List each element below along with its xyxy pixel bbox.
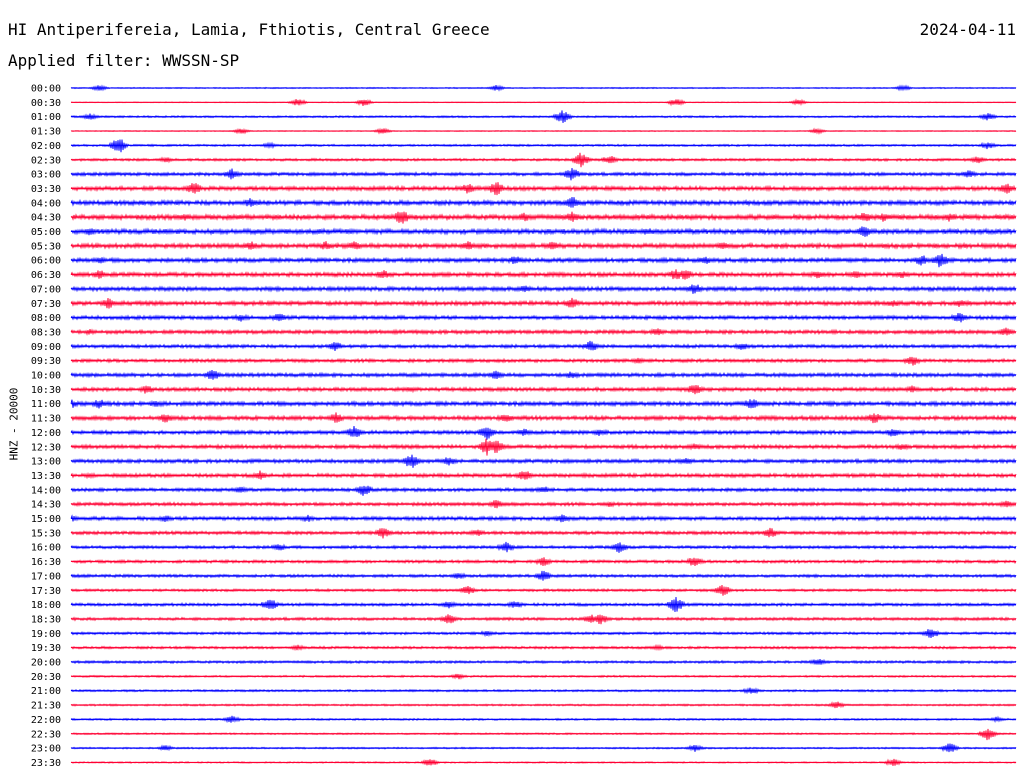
time-tick-label: 11:00	[31, 399, 61, 410]
time-tick-label: 09:30	[31, 356, 61, 367]
time-tick-label: 13:30	[31, 471, 61, 482]
time-tick-label: 23:30	[31, 758, 61, 769]
trace-row	[70, 728, 1017, 741]
time-tick-label: 15:00	[31, 514, 61, 525]
time-tick-label: 07:30	[31, 299, 61, 310]
time-tick-label: 10:00	[31, 371, 61, 382]
time-tick-label: 17:30	[31, 586, 61, 597]
time-tick-label: 21:30	[31, 701, 61, 712]
time-tick-label: 17:00	[31, 571, 61, 582]
time-tick-label: 08:30	[31, 327, 61, 338]
time-tick-label: 22:30	[31, 729, 61, 740]
time-tick-label: 04:30	[31, 213, 61, 224]
time-tick-label: 01:30	[31, 127, 61, 138]
time-tick-label: 02:00	[31, 141, 61, 152]
time-tick-label: 22:00	[31, 715, 61, 726]
trace-group	[70, 84, 1017, 766]
time-tick-label: 12:30	[31, 442, 61, 453]
time-tick-labels: 00:00 00:30 01:00 01:30 02:00 02:30 03:00 03:30…	[31, 84, 61, 769]
time-tick-label: 06:00	[31, 256, 61, 267]
time-tick-label: 19:30	[31, 643, 61, 654]
time-tick-label: 02:30	[31, 155, 61, 166]
date-label: 2024-04-11	[919, 20, 1016, 39]
time-tick-label: 00:30	[31, 98, 61, 109]
time-tick-label: 14:30	[31, 500, 61, 511]
time-tick-label: 18:00	[31, 600, 61, 611]
time-tick-label: 15:30	[31, 528, 61, 539]
time-tick-label: 01:00	[31, 112, 61, 123]
time-tick-label: 05:00	[31, 227, 61, 238]
time-tick-label: 18:30	[31, 614, 61, 625]
time-tick-label: 12:00	[31, 428, 61, 439]
time-tick-label: 03:00	[31, 170, 61, 181]
station-title: HI Antiperifereia, Lamia, Fthiotis, Cent…	[8, 20, 490, 39]
time-tick-label: 07:00	[31, 284, 61, 295]
time-tick-label: 20:00	[31, 658, 61, 669]
time-tick-label: 10:30	[31, 385, 61, 396]
time-tick-label: 20:30	[31, 672, 61, 683]
time-tick-label: 16:30	[31, 557, 61, 568]
time-tick-label: 16:00	[31, 543, 61, 554]
time-tick-label: 19:00	[31, 629, 61, 640]
time-tick-label: 23:00	[31, 744, 61, 755]
time-tick-label: 13:00	[31, 457, 61, 468]
trace-row	[70, 356, 1017, 366]
time-tick-label: 11:30	[31, 414, 61, 425]
time-tick-label: 06:30	[31, 270, 61, 281]
trace-row	[70, 485, 1017, 496]
time-tick-label: 03:30	[31, 184, 61, 195]
time-tick-label: 14:00	[31, 485, 61, 496]
time-tick-label: 05:30	[31, 241, 61, 252]
time-tick-label: 04:00	[31, 198, 61, 209]
time-tick-label: 00:00	[31, 84, 61, 95]
time-tick-label: 09:00	[31, 342, 61, 353]
time-tick-label: 21:00	[31, 686, 61, 697]
filter-label: Applied filter: WWSSN-SP	[8, 51, 240, 70]
time-tick-label: 08:00	[31, 313, 61, 324]
